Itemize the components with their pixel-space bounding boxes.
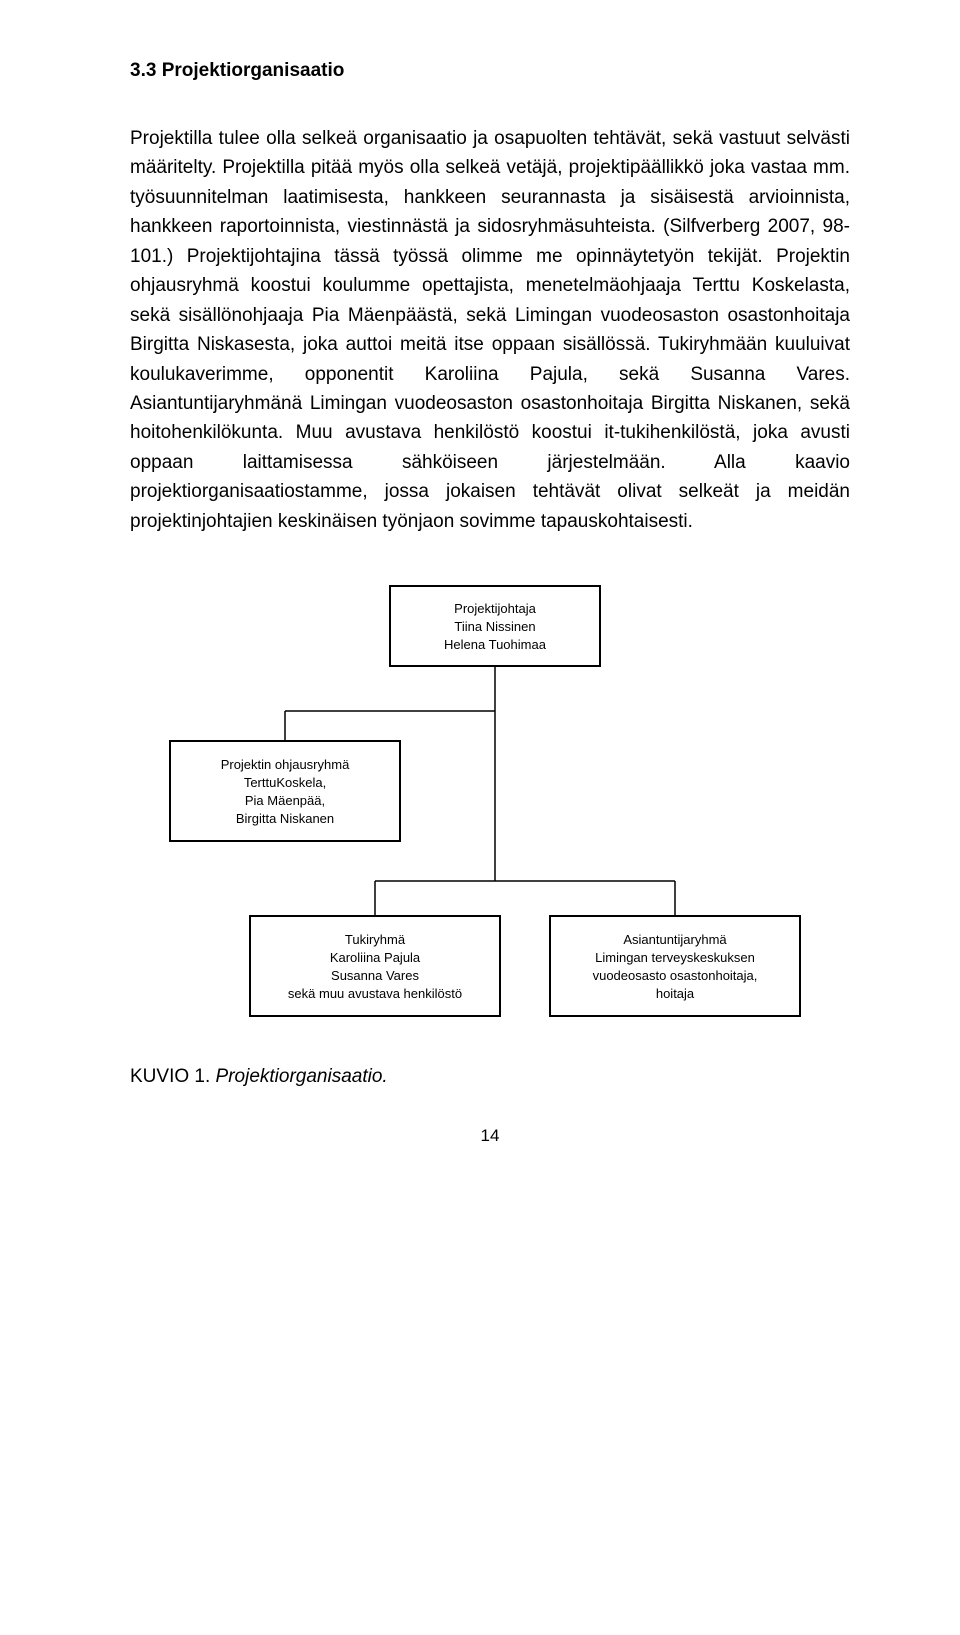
section-heading: 3.3 Projektiorganisaatio (130, 60, 850, 82)
svg-text:Projektijohtaja: Projektijohtaja (454, 601, 536, 616)
caption-text: Projektiorganisaatio. (210, 1066, 387, 1087)
svg-text:Karoliina Pajula: Karoliina Pajula (330, 950, 421, 965)
svg-text:TerttuKoskela,: TerttuKoskela, (244, 775, 326, 790)
svg-text:vuodeosasto osastonhoitaja,: vuodeosasto osastonhoitaja, (593, 968, 758, 983)
figure-caption: KUVIO 1. Projektiorganisaatio. (130, 1066, 850, 1088)
svg-text:Asiantuntijaryhmä: Asiantuntijaryhmä (623, 932, 727, 947)
svg-text:Tiina Nissinen: Tiina Nissinen (454, 619, 535, 634)
svg-text:Tukiryhmä: Tukiryhmä (345, 932, 406, 947)
svg-text:Pia Mäenpää,: Pia Mäenpää, (245, 793, 325, 808)
org-chart-container: Projektijohtaja Tiina Nissinen Helena Tuoh… (130, 576, 850, 1036)
org-chart-svg: Projektijohtaja Tiina Nissinen Helena Tuoh… (130, 576, 850, 1036)
svg-text:sekä muu avustava henkilöstö: sekä muu avustava henkilöstö (288, 986, 462, 1001)
caption-label: KUVIO 1. (130, 1066, 210, 1087)
svg-text:Susanna Vares: Susanna Vares (331, 968, 419, 983)
svg-text:Limingan terveyskeskuksen: Limingan terveyskeskuksen (595, 950, 755, 965)
body-paragraph: Projektilla tulee olla selkeä organisaat… (130, 124, 850, 536)
page-number: 14 (130, 1126, 850, 1146)
svg-text:Helena Tuohimaa: Helena Tuohimaa (444, 637, 547, 652)
svg-text:Birgitta Niskanen: Birgitta Niskanen (236, 811, 334, 826)
svg-text:hoitaja: hoitaja (656, 986, 695, 1001)
svg-text:Projektin ohjausryhmä: Projektin ohjausryhmä (221, 757, 350, 772)
